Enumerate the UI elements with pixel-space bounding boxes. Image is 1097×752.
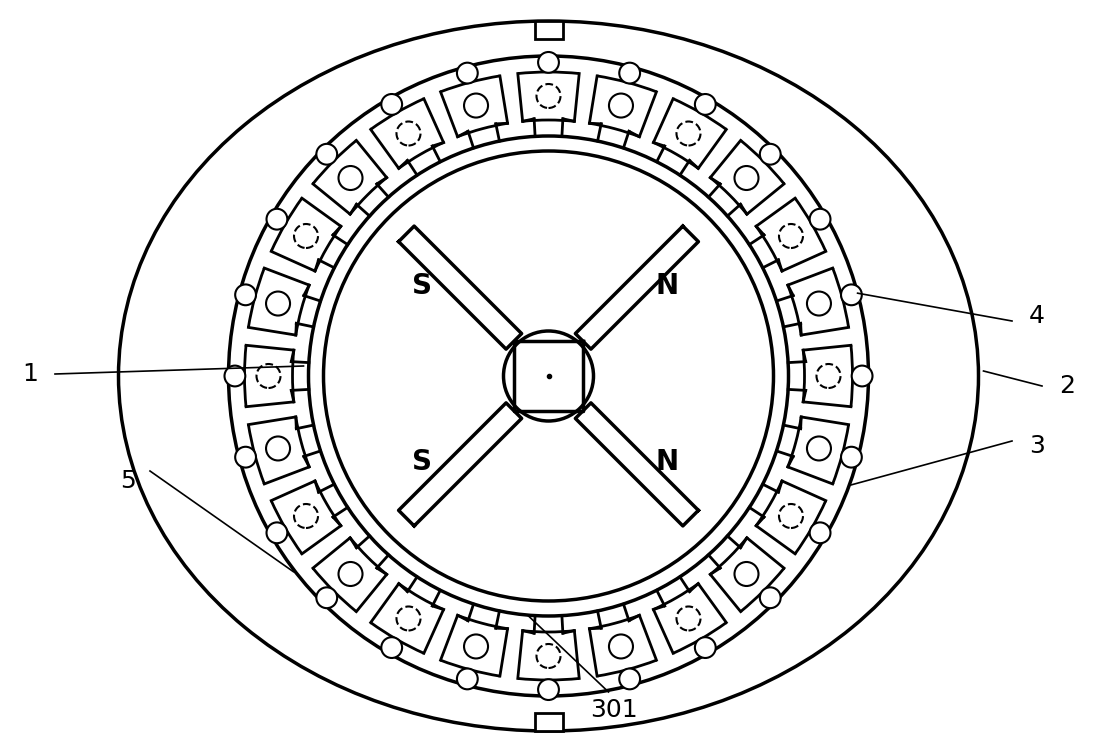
Circle shape (760, 144, 781, 165)
Circle shape (382, 637, 403, 658)
Bar (534, 713, 563, 731)
Text: S: S (412, 448, 432, 476)
Circle shape (316, 144, 337, 165)
Circle shape (694, 637, 715, 658)
Circle shape (382, 94, 403, 115)
Circle shape (810, 523, 830, 543)
Circle shape (267, 209, 287, 229)
Circle shape (810, 209, 830, 229)
Circle shape (235, 284, 256, 305)
Circle shape (760, 587, 781, 608)
Circle shape (457, 669, 477, 690)
Circle shape (539, 52, 558, 73)
Circle shape (851, 365, 872, 387)
Circle shape (539, 679, 558, 700)
Text: 2: 2 (1059, 374, 1075, 398)
Circle shape (225, 365, 246, 387)
Text: S: S (412, 271, 432, 299)
Circle shape (267, 523, 287, 543)
Circle shape (228, 56, 869, 696)
Text: 5: 5 (121, 469, 136, 493)
Circle shape (694, 94, 715, 115)
Circle shape (457, 62, 477, 83)
Circle shape (308, 136, 789, 616)
Circle shape (620, 669, 640, 690)
Text: 1: 1 (22, 362, 38, 386)
Text: N: N (655, 448, 678, 476)
Text: 3: 3 (1029, 434, 1045, 458)
Circle shape (841, 447, 862, 468)
Circle shape (316, 587, 337, 608)
Circle shape (235, 447, 256, 468)
Text: N: N (655, 271, 678, 299)
Circle shape (324, 151, 773, 601)
Circle shape (620, 62, 640, 83)
Text: 301: 301 (590, 698, 637, 722)
Bar (534, 21, 563, 39)
Text: 4: 4 (1029, 304, 1045, 328)
Circle shape (841, 284, 862, 305)
